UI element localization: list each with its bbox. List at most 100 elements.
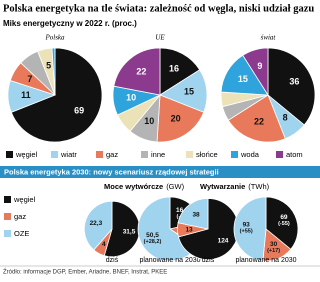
value-label-line: 9: [257, 61, 262, 71]
pie-title: Polska: [44, 34, 65, 42]
value-label: 15: [238, 75, 248, 85]
value-label: 31,5: [123, 228, 136, 235]
legend-swatch: [141, 151, 148, 158]
panel-title: Wytwarzanie (TWh): [200, 182, 270, 191]
value-label-line: 93: [243, 221, 251, 228]
value-label-line: 5: [46, 61, 51, 71]
value-label-line: 15: [238, 75, 248, 85]
value-label-line: 69: [280, 214, 288, 221]
panel-unit: (TWh): [248, 182, 269, 191]
legend-label: słońce: [196, 150, 218, 159]
value-label: 8: [283, 113, 288, 123]
value-label-line: 10: [126, 93, 136, 103]
value-label: 20: [171, 114, 181, 124]
value-label: 38: [192, 211, 200, 218]
pie-title: planowane na 2030: [139, 257, 200, 264]
pie-slice: [177, 198, 239, 260]
value-label-line: 50,5: [146, 231, 159, 238]
value-label: 36: [289, 77, 299, 87]
value-label-line: 38: [192, 211, 200, 218]
pie-slice: [233, 196, 267, 262]
value-label-line: 11: [21, 90, 31, 100]
legend-swatch: [231, 151, 238, 158]
value-label: 22,3: [90, 220, 103, 227]
value-label-line: 16: [169, 64, 179, 74]
legend-swatch: [4, 230, 11, 237]
value-label-line: 30: [270, 240, 278, 247]
value-label-line: (-55): [278, 222, 290, 228]
value-label: 16: [169, 64, 179, 74]
pie-slice: [177, 198, 209, 230]
value-label-line: 10: [144, 116, 154, 126]
value-label: 10: [126, 93, 136, 103]
value-label-line: 22: [136, 67, 146, 77]
value-label: 93 (+55): [240, 221, 253, 235]
value-label: 22: [254, 117, 264, 127]
value-label: 15: [184, 87, 194, 97]
value-label-line: (+28,2): [144, 239, 162, 245]
pie-slice: [267, 47, 316, 126]
value-label-line: 31,5: [123, 228, 136, 235]
pie-title: planowane na 2030: [235, 257, 296, 264]
legend-swatch: [6, 151, 13, 158]
pie-slice: [227, 94, 286, 143]
panel-unit: (GW): [166, 182, 184, 191]
panel-title: Moce wytwórcze (GW): [104, 182, 185, 191]
legend-label: węgiel: [13, 195, 36, 204]
pie-title: dziś: [202, 257, 215, 264]
value-label: 4: [102, 241, 106, 248]
value-label: 22: [136, 67, 146, 77]
value-label-line: 20: [171, 114, 181, 124]
value-label: 69 (-55): [278, 214, 290, 228]
legend-swatch: [4, 196, 11, 203]
value-label-line: 36: [289, 77, 299, 87]
value-label-line: 22: [254, 117, 264, 127]
value-label: 5: [46, 61, 51, 71]
value-label-line: 15: [184, 87, 194, 97]
legend-label: węgiel: [15, 150, 38, 159]
legend-label: atom: [286, 150, 303, 159]
value-label: 11: [21, 90, 31, 100]
value-label-line: 124: [218, 237, 229, 244]
value-label-line: 16,5: [176, 207, 189, 214]
legend-label: woda: [240, 150, 260, 159]
pie-title: świat: [261, 34, 277, 42]
panel-title-text: Moce wytwórcze: [104, 182, 163, 191]
value-label: 7: [27, 75, 32, 85]
banner-title: Polska energetyka 2030: nowy scenariusz …: [4, 167, 219, 176]
panel-title-text: Wytwarzanie: [200, 182, 245, 191]
pie-title: dziś: [106, 257, 119, 264]
value-label: 13: [185, 226, 193, 233]
value-label: 50,5 (+28,2): [144, 231, 162, 245]
legend-label: OZE: [14, 229, 29, 238]
subtitle: Miks energetyczny w 2022 r. (proc.): [3, 19, 137, 28]
value-label-line: 13: [185, 226, 193, 233]
pie-slice: [242, 47, 269, 97]
value-label-line: 8: [283, 113, 288, 123]
legend-label: gaz: [14, 212, 26, 221]
pie-slice: [159, 47, 201, 96]
value-label-line: (+55): [240, 229, 253, 235]
legend-swatch: [4, 213, 11, 220]
value-label: 30 (+17): [267, 240, 280, 254]
legend-label: gaz: [106, 150, 118, 159]
value-label: 124: [218, 237, 229, 244]
legend-label: inne: [151, 150, 165, 159]
value-label-line: 4: [102, 241, 106, 248]
value-label: 69: [74, 106, 84, 116]
source: Źródło: informacje DGP, Ember, Ariadne, …: [3, 269, 167, 276]
legend-swatch: [186, 151, 193, 158]
value-label-line: (+17): [267, 248, 280, 254]
legend-swatch: [51, 151, 58, 158]
pie-slice: [10, 47, 103, 143]
legend-swatch: [276, 151, 283, 158]
value-label-line: 69: [74, 106, 84, 116]
value-label-line: 22,3: [90, 220, 103, 227]
legend-label: wiatr: [60, 150, 77, 159]
pie-slice: [156, 94, 205, 143]
banner: [0, 166, 320, 178]
value-label: 10: [144, 116, 154, 126]
title: Polska energetyka na tle świata: zależno…: [3, 3, 314, 14]
value-label: 9: [257, 61, 262, 71]
pie-slice: [113, 47, 161, 96]
